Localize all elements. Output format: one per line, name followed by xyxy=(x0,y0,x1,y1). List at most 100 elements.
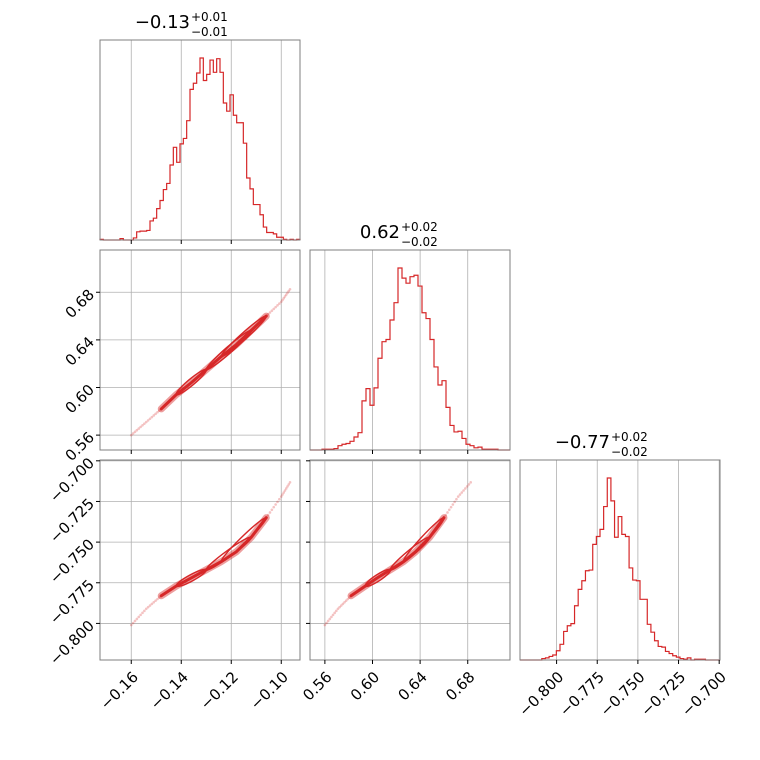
panel-title-3: −0.77 xyxy=(555,432,610,453)
sample-point xyxy=(339,604,343,607)
sample-point xyxy=(148,417,152,421)
sample-point xyxy=(141,611,144,615)
histogram-panel-1: −0.13 +0.01−0.01 xyxy=(99,10,301,244)
sample-point xyxy=(278,302,281,305)
y-tick-label: −0.750 xyxy=(46,535,98,587)
sample-point xyxy=(268,311,272,314)
sample-point xyxy=(446,511,449,514)
sample-point xyxy=(338,605,341,609)
sample-point xyxy=(156,410,159,414)
sample-point xyxy=(272,307,276,311)
histogram-step xyxy=(99,57,301,241)
contour-loop xyxy=(220,315,268,358)
sample-point xyxy=(144,420,148,424)
sample-point xyxy=(158,409,161,412)
sample-point xyxy=(154,412,157,416)
histogram-step xyxy=(520,477,720,661)
sample-point xyxy=(281,493,284,496)
scatter-content xyxy=(129,481,292,627)
title-upper-error: +0.01 xyxy=(191,10,228,24)
sample-point xyxy=(266,312,270,316)
sample-point xyxy=(135,428,139,432)
sample-point xyxy=(131,432,135,435)
scatter-panel-3-2 xyxy=(306,459,511,664)
title-lower-error: −0.02 xyxy=(401,235,438,249)
sample-point xyxy=(469,481,473,484)
title-upper-error: +0.02 xyxy=(401,220,438,234)
sample-point xyxy=(341,602,345,606)
sample-point xyxy=(148,604,152,607)
sample-point xyxy=(328,617,332,621)
sample-point xyxy=(144,607,148,611)
panel-frame xyxy=(519,459,721,661)
sample-point xyxy=(284,293,288,296)
panel-frame xyxy=(99,249,301,451)
y-tick-label: 0.68 xyxy=(62,286,98,322)
x-tick-label: −0.12 xyxy=(197,668,242,713)
panel-frame xyxy=(309,249,511,451)
sample-point xyxy=(462,489,465,492)
sample-point xyxy=(281,298,284,302)
sample-point xyxy=(282,296,286,300)
sample-point xyxy=(346,597,350,601)
y-tick-label: −0.725 xyxy=(46,495,98,547)
panel-frame xyxy=(99,459,301,661)
sample-point xyxy=(146,605,150,609)
title-upper-error: +0.02 xyxy=(611,430,648,444)
sample-point xyxy=(447,508,451,512)
sample-point xyxy=(444,513,448,517)
sample-point xyxy=(284,487,288,490)
sample-point xyxy=(154,599,157,602)
y-tick-label: −0.775 xyxy=(46,576,98,628)
sample-point xyxy=(150,602,154,606)
sample-point xyxy=(287,289,291,293)
sample-point xyxy=(129,433,133,437)
sample-point xyxy=(336,607,340,611)
sample-point xyxy=(139,613,142,617)
histogram-panel-3: −0.77 +0.02−0.02 xyxy=(519,430,721,664)
x-tick-label: 0.68 xyxy=(442,668,478,704)
sample-point xyxy=(131,621,135,625)
sample-point xyxy=(276,500,279,504)
sample-point xyxy=(272,505,276,509)
sample-point xyxy=(330,615,333,619)
x-tick-label: −0.800 xyxy=(515,668,567,720)
sample-point xyxy=(139,425,142,429)
title-lower-error: −0.02 xyxy=(611,445,648,459)
sample-point xyxy=(274,503,277,506)
sample-point xyxy=(137,615,141,619)
sample-point xyxy=(266,513,270,517)
histogram-panel-2: 0.62 +0.02−0.02 xyxy=(309,220,511,454)
sample-point xyxy=(460,491,464,494)
sample-point xyxy=(286,485,289,488)
sample-point xyxy=(343,600,346,604)
panel-frame xyxy=(309,459,511,661)
panel-title-2: 0.62 xyxy=(360,222,400,243)
x-tick-label: −0.14 xyxy=(147,668,192,713)
sample-point xyxy=(344,599,348,602)
scatter-content xyxy=(323,481,473,627)
sample-point xyxy=(152,414,156,417)
sample-point xyxy=(274,305,277,309)
sample-point xyxy=(453,500,456,504)
sample-point xyxy=(270,309,274,313)
sample-point xyxy=(156,597,159,601)
sample-point xyxy=(133,619,137,623)
sample-point xyxy=(146,419,150,422)
x-tick-label: 0.56 xyxy=(299,668,335,704)
sample-point xyxy=(270,508,274,512)
scatter-panel-3-1 xyxy=(96,459,301,664)
sample-point xyxy=(283,489,287,492)
sample-point xyxy=(464,487,467,490)
scatter-panel-2-1 xyxy=(96,249,301,454)
sample-point xyxy=(333,611,337,615)
sample-point xyxy=(137,427,141,430)
x-tick-label: −0.700 xyxy=(678,668,730,720)
sample-point xyxy=(278,497,281,501)
sample-point xyxy=(288,287,292,291)
x-tick-label: −0.10 xyxy=(247,668,292,713)
sample-point xyxy=(276,304,279,307)
sample-point xyxy=(467,483,471,486)
sample-point xyxy=(143,609,146,613)
